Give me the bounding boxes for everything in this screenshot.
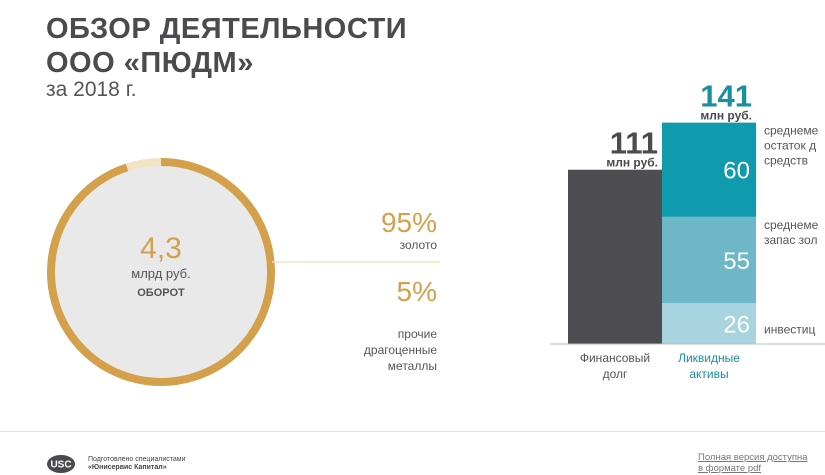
bar-category-label: долг <box>603 367 628 381</box>
bar-series-label: средств <box>764 154 808 168</box>
bar-segment <box>662 122 756 217</box>
slice-category-label: металлы <box>388 359 437 373</box>
pie-center-label: ОБОРОТ <box>137 287 185 299</box>
title-line-2: ООО «ПЮДМ» <box>46 47 254 79</box>
full-version-line-1: Полная версия доступна <box>698 452 808 463</box>
bar-series-label: среднеме <box>764 218 819 232</box>
logo-oval <box>47 455 75 473</box>
pie-slice <box>47 158 275 386</box>
pie-center-value: 4,3 <box>140 232 182 265</box>
company-logo: USC <box>47 455 75 473</box>
slice-category-label: драгоценные <box>364 343 437 357</box>
prepared-by-credit: Подготовлено специалистами «Юнисервис Ка… <box>88 456 186 472</box>
bar-category-label: активы <box>689 367 728 381</box>
footer-divider <box>0 431 825 432</box>
bar-segment <box>662 216 756 304</box>
credit-line-2: «Юнисервис Капитал» <box>88 464 167 471</box>
page-title: ОБЗОР ДЕЯТЕЛЬНОСТИ ООО «ПЮДМ» <box>46 12 407 80</box>
slice-value-label: 5% <box>397 276 437 307</box>
bar-value-label: 26 <box>723 312 750 339</box>
bar-category-label: Ликвидные <box>678 351 740 365</box>
bar-series-label: среднеме <box>764 124 819 138</box>
bar-total-unit: млн руб. <box>700 109 752 123</box>
bar-segment <box>662 303 756 344</box>
bar-category-label: Финансовый <box>580 351 650 365</box>
slice-category-label: золото <box>400 238 438 252</box>
pie-center-unit: млрд руб. <box>131 266 190 281</box>
title-line-1: ОБЗОР ДЕЯТЕЛЬНОСТИ <box>46 13 408 45</box>
credit-line-1: Подготовлено специалистами <box>88 456 186 463</box>
bar-total-value: 111 <box>610 126 658 161</box>
bar-series-label: запас зол <box>764 233 817 247</box>
slice-value-label: 95% <box>381 207 437 238</box>
full-version-line-2: в формате pdf <box>698 463 762 474</box>
bar-value-label: 55 <box>723 248 750 275</box>
pie-center-disc <box>55 166 267 378</box>
page-subtitle: за 2018 г. <box>46 78 137 101</box>
logo-text: USC <box>50 460 71 471</box>
bar-segment <box>568 169 662 344</box>
bar-total-value: 141 <box>700 79 752 114</box>
bar-total-unit: млн руб. <box>606 156 658 170</box>
bar-series-label: остаток д <box>764 139 816 153</box>
bar-series-label: инвестиц <box>764 323 815 337</box>
bar-value-label: 60 <box>723 158 750 185</box>
full-version-link[interactable]: Полная версия доступна в формате pdf <box>698 452 808 474</box>
slice-category-label: прочие <box>398 327 438 341</box>
